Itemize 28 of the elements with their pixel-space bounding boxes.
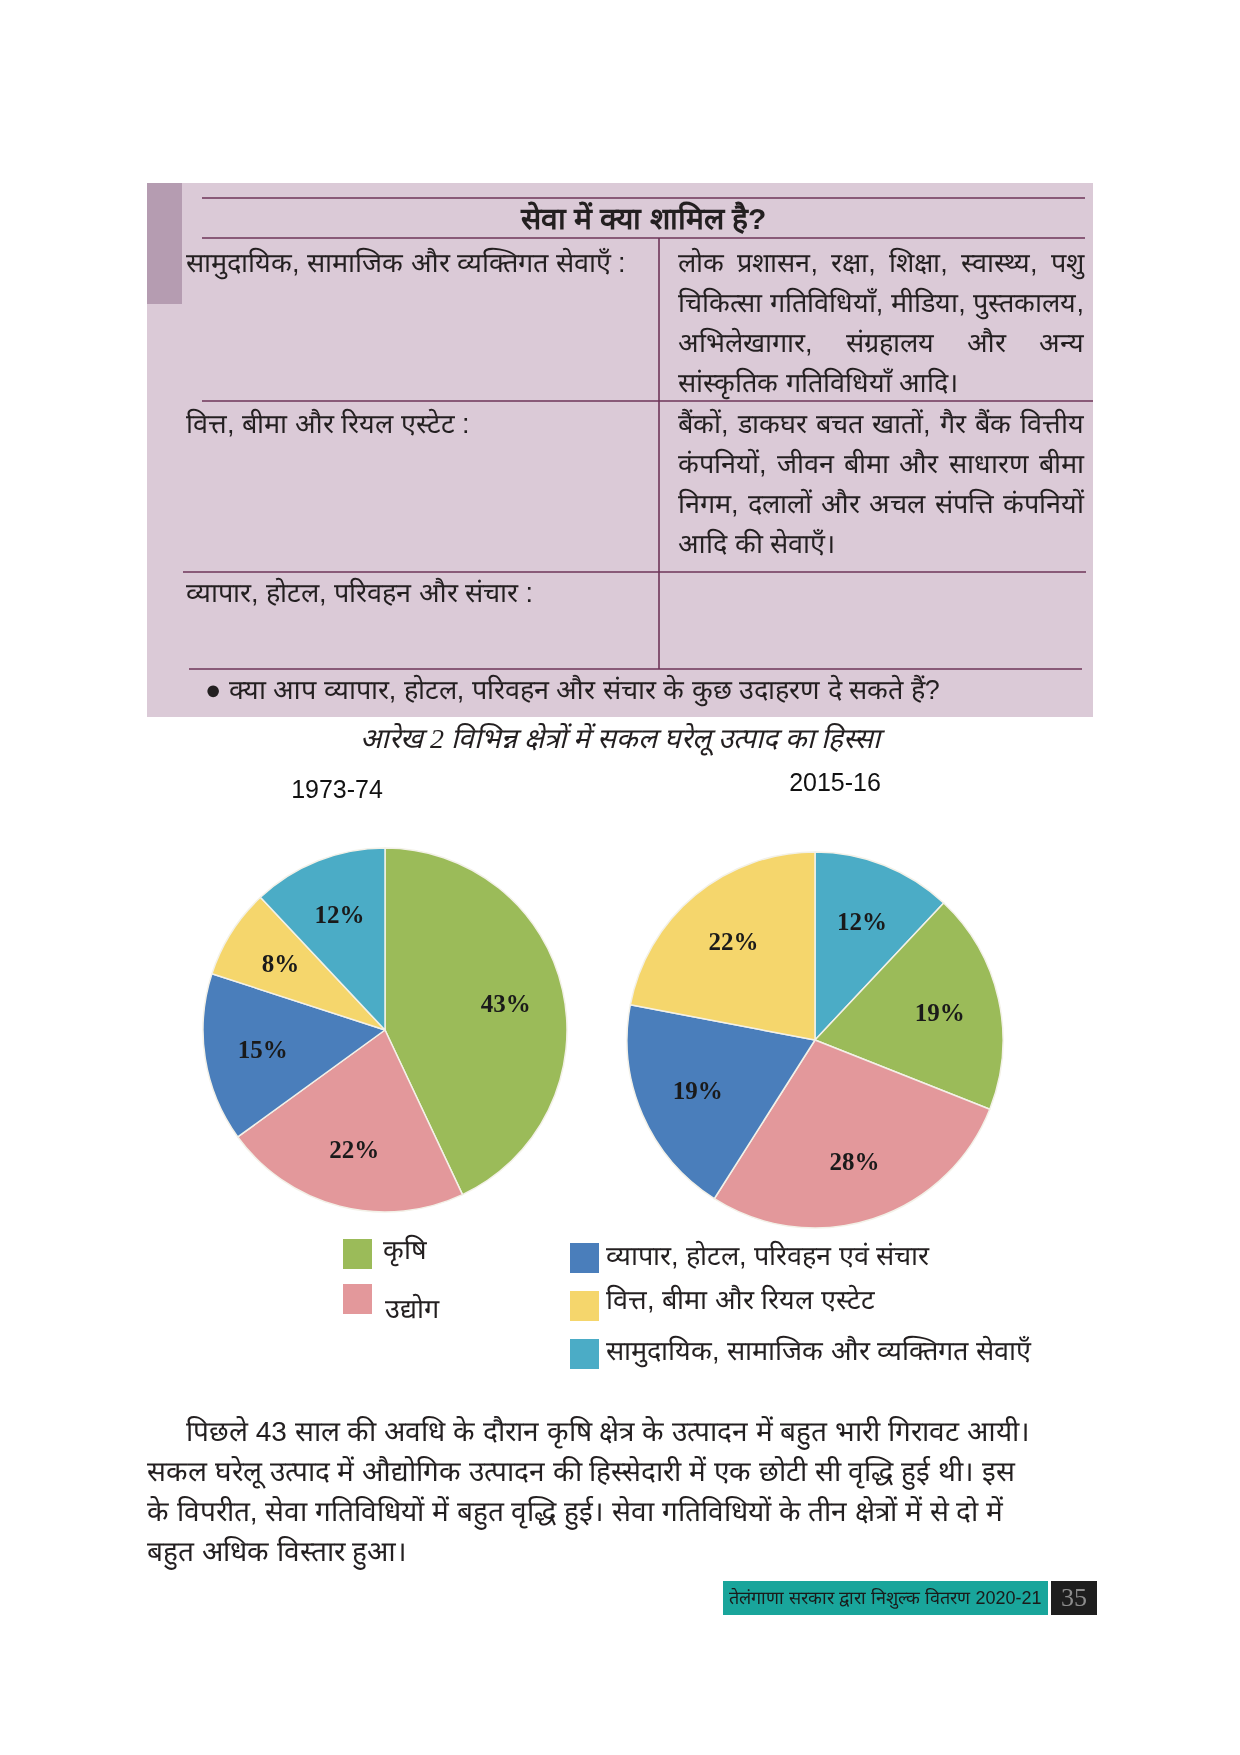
data-label: 15%	[237, 1035, 288, 1063]
data-label: 12%	[837, 907, 888, 935]
text: लोक प्रशासन, रक्षा, शिक्षा, स्वास्थ्य, पशु चिकित्सा गतिविधियाँ, मीडिया, पुस्तकालय, अभिलेखागार, संग्रहालय और अन्य सांस्कृतिक गतिविधियाँ आदि।	[678, 246, 1084, 402]
text: सामुदायिक, सामाजिक और व्यक्तिगत सेवाएँ :	[186, 246, 627, 282]
data-label: 22%	[329, 1136, 380, 1164]
data-label: 8%	[261, 950, 300, 978]
text: व्यापार, होटल, परिवहन और संचार :	[186, 576, 534, 610]
slice-label: 2015-16	[789, 768, 881, 796]
text: 35	[1051, 1581, 1097, 1615]
data-label: 12%	[314, 901, 365, 929]
legend-label: सामुदायिक, सामाजिक और व्यक्तिगत सेवाएँ	[606, 1334, 1031, 1370]
text: वित्त, बीमा और रियल एस्टेट :	[186, 407, 471, 441]
text: पिछले 43 साल की अवधि के दौरान कृषि क्षेत्र के उत्पादन में बहुत भारी गिरावट आयी। सकल घरेलू उत्पाद में औद्योगिक उत्पादन की हिस्सेदारी में एक छोटी सी वृद्धि हुई थी। इस के विपरीत, सेवा गतिविधियों में बहुत वृद्धि हुई। सेवा गतिविधियों के तीन क्षेत्रों में से दो में बहुत अधिक विस्तार हुआ।	[147, 1415, 1031, 1572]
legend-label: वित्त, बीमा और रियल एस्टेट	[606, 1283, 875, 1317]
text: तेलंगाणा सरकार द्वारा निशुल्क वितरण 2020-21	[723, 1581, 1048, 1615]
data-label: 43%	[480, 989, 531, 1017]
chart-title: आरेख 2 विभिन्न क्षेत्रों में सकल घरेलू उत्पाद का हिस्सा	[359, 722, 886, 758]
legend-label: कृषि	[383, 1233, 427, 1269]
data-label: 19%	[672, 1077, 723, 1105]
legend-label: उद्योग	[385, 1292, 439, 1326]
data-label: 22%	[708, 928, 759, 955]
text: सेवा में क्या शामिल है?	[519, 200, 768, 237]
text: ● क्या आप व्यापार, होटल, परिवहन और संचार के कुछ उदाहरण दे सकते हैं?	[205, 673, 941, 709]
text: बैंकों, डाकघर बचत खातों, गैर बैंक वित्तीय कंपनियों, जीवन बीमा और साधारण बीमा निगम, दलालों और अचल संपत्ति कंपनियों आदि की सेवाएँ।	[678, 407, 1084, 561]
legend-label: व्यापार, होटल, परिवहन एवं संचार	[606, 1239, 930, 1273]
data-label: 28%	[829, 1148, 880, 1176]
data-label: 19%	[914, 998, 965, 1026]
slice-label: 1973-74	[291, 775, 383, 803]
